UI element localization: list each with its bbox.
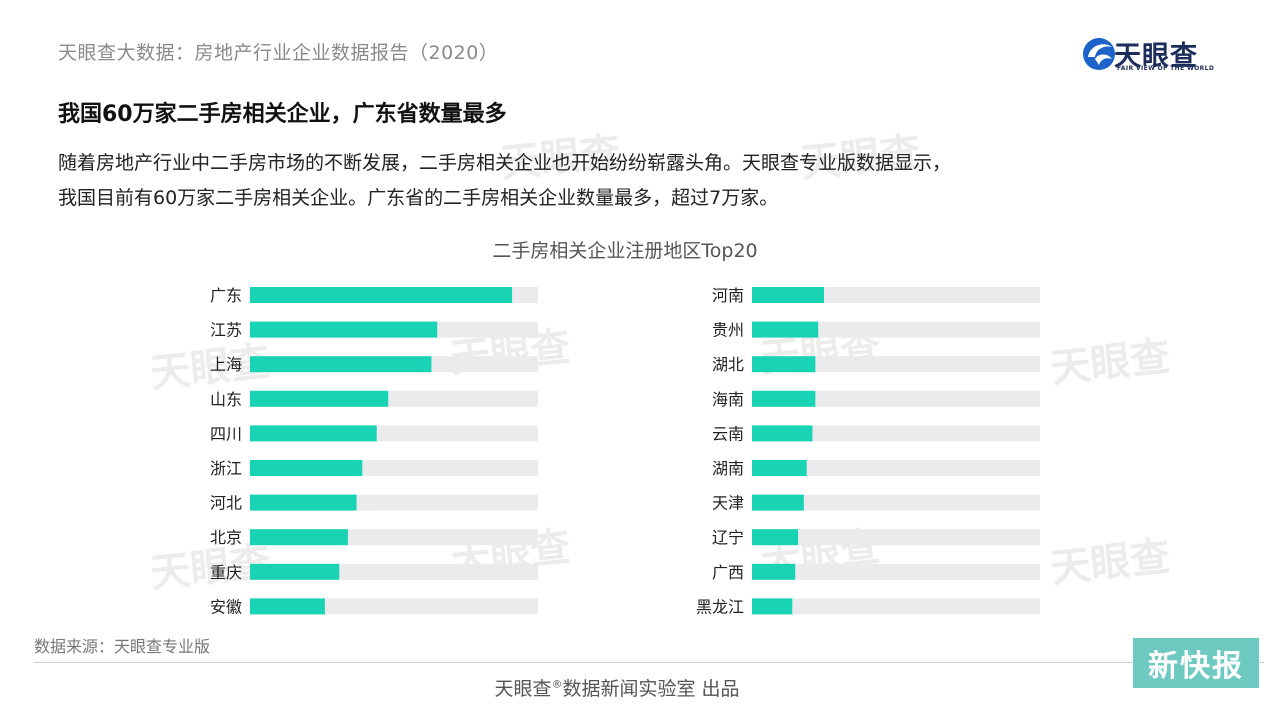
category-label: 江苏 xyxy=(210,321,242,340)
bar xyxy=(752,529,799,546)
body-text: 随着房地产行业中二手房市场的不断发展，二手房相关企业也开始纷纷崭露头角。天眼查专… xyxy=(58,146,1208,216)
headline: 我国60万家二手房相关企业，广东省数量最多 xyxy=(58,102,507,127)
chart-title: 二手房相关企业注册地区Top20 xyxy=(492,240,758,262)
bar xyxy=(250,494,357,511)
category-label: 广东 xyxy=(210,286,242,305)
bar xyxy=(752,390,816,407)
category-label: 天津 xyxy=(712,494,744,513)
bar-track xyxy=(752,563,1040,580)
bar xyxy=(250,356,432,373)
bar-track xyxy=(752,460,1040,476)
bar-track xyxy=(752,529,1040,546)
bar xyxy=(250,390,389,407)
logo-subtitle: FAIR VIEW OF THE WORLD xyxy=(1117,65,1215,72)
bar xyxy=(250,287,513,303)
bar xyxy=(250,321,438,338)
badge-text: 新快报 xyxy=(1148,649,1244,684)
bar-track xyxy=(752,321,1040,338)
bar-track xyxy=(752,356,1040,373)
category-label: 黑龙江 xyxy=(696,597,744,616)
bar xyxy=(752,460,807,476)
logo-swirl-icon xyxy=(1083,38,1115,70)
footer-credit: 天眼查®数据新闻实验室 出品 xyxy=(0,674,1234,701)
category-label: 广西 xyxy=(712,563,744,582)
bar xyxy=(752,287,824,303)
bar xyxy=(250,563,340,580)
footer-divider xyxy=(34,662,1264,663)
data-source: 数据来源：天眼查专业版 xyxy=(34,637,211,656)
bar-track xyxy=(752,598,1040,615)
footer-brand: 天眼查 xyxy=(494,678,552,700)
bar xyxy=(250,598,325,615)
report-title: 天眼查大数据：房地产行业企业数据报告（2020） xyxy=(58,42,499,64)
bar xyxy=(752,563,796,580)
category-label: 湖南 xyxy=(712,459,744,478)
category-label: 重庆 xyxy=(210,563,242,582)
bar xyxy=(752,494,804,511)
category-label: 贵州 xyxy=(712,321,744,340)
category-label: 河北 xyxy=(210,494,242,513)
category-label: 安徽 xyxy=(210,597,242,616)
bar-track xyxy=(752,390,1040,407)
category-label: 辽宁 xyxy=(712,528,744,547)
bar xyxy=(250,529,348,546)
category-label: 云南 xyxy=(712,424,744,443)
footer-text: 数据新闻实验室 出品 xyxy=(562,678,740,700)
bar-track xyxy=(752,494,1040,511)
category-label: 湖北 xyxy=(712,355,744,374)
category-label: 上海 xyxy=(210,355,242,374)
bar xyxy=(752,598,793,615)
category-label: 北京 xyxy=(210,528,242,547)
category-label: 河南 xyxy=(712,286,744,305)
body-line-1: 随着房地产行业中二手房市场的不断发展，二手房相关企业也开始纷纷崭露头角。天眼查专… xyxy=(58,152,952,174)
registered-mark: ® xyxy=(551,677,563,691)
category-label: 海南 xyxy=(712,390,744,409)
logo-name: 天眼查 xyxy=(1114,41,1198,72)
category-label: 浙江 xyxy=(210,459,242,478)
bar xyxy=(250,460,363,476)
bar xyxy=(752,356,816,373)
bar xyxy=(752,425,813,442)
tianyancha-logo: 天眼查 FAIR VIEW OF THE WORLD xyxy=(1082,34,1222,74)
category-label: 四川 xyxy=(210,424,242,443)
category-label: 山东 xyxy=(210,390,242,409)
bar xyxy=(752,321,819,338)
body-line-2: 我国目前有60万家二手房相关企业。广东省的二手房相关企业数量最多，超过7万家。 xyxy=(58,187,779,209)
bar-track xyxy=(752,425,1040,442)
xinkuaibao-badge: 新快报 xyxy=(1133,638,1259,688)
bar xyxy=(250,425,377,442)
